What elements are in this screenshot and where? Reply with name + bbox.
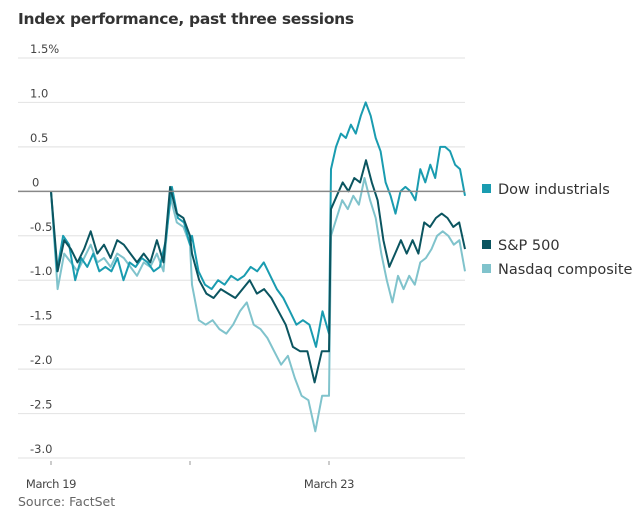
chart-title: Index performance, past three sessions (18, 10, 354, 28)
y-tick-label: -0.5 (30, 220, 52, 234)
legend-swatch (482, 264, 491, 273)
legend-label: Nasdaq composite (498, 262, 633, 278)
y-tick-label: -3.0 (30, 442, 52, 456)
x-tick-label: March 23 (304, 477, 354, 491)
series-line-nasdaq-composite (50, 177, 466, 433)
y-tick-label: 0.5 (30, 131, 48, 145)
y-tick-label: 1.5% (30, 42, 59, 56)
y-tick-label: 1.0 (30, 86, 48, 100)
series-line-s-p-500 (50, 159, 466, 384)
legend-swatch (482, 184, 491, 193)
y-tick-label: 0 (32, 175, 39, 189)
x-tick-label: March 19 (26, 477, 76, 491)
legend-label: S&P 500 (498, 238, 560, 254)
y-tick-label: -1.0 (30, 264, 52, 278)
legend-label: Dow industrials (498, 182, 610, 198)
source-note: Source: FactSet (18, 494, 116, 509)
y-tick-label: -2.0 (30, 353, 52, 367)
series-line-dow-industrials (50, 101, 466, 348)
legend-swatch (482, 240, 491, 249)
y-tick-label: -1.5 (30, 309, 52, 323)
y-tick-label: -2.5 (30, 398, 52, 412)
